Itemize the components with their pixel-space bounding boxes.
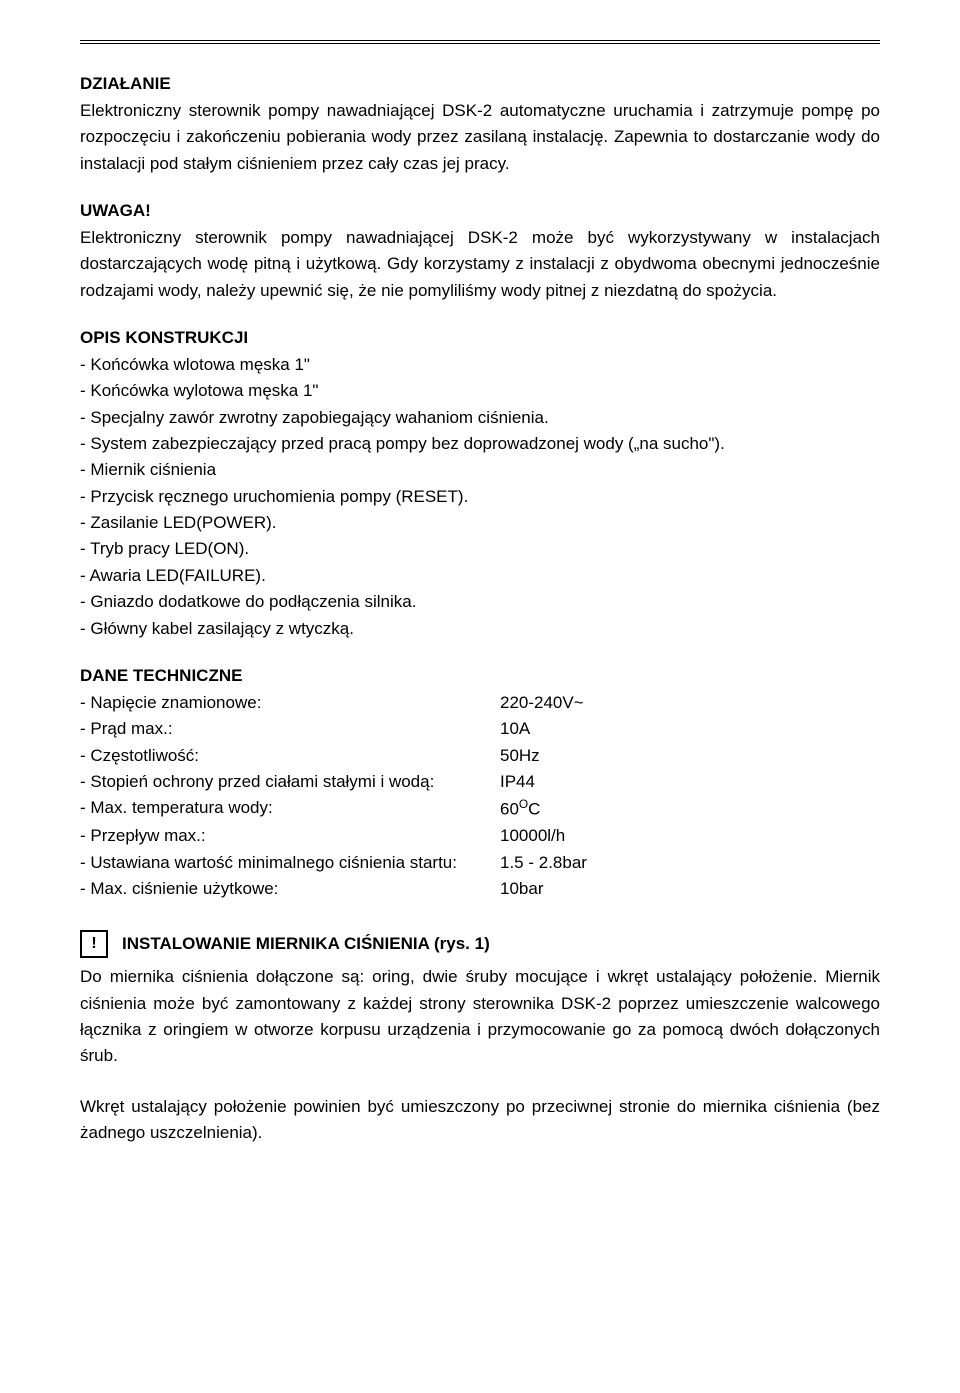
spec-label: - Prąd max.: xyxy=(80,716,500,742)
spec-value: 10bar xyxy=(500,876,880,902)
spec-value: 220-240V~ xyxy=(500,690,880,716)
section-heading-opis: OPIS KONSTRUKCJI xyxy=(80,328,880,348)
top-horizontal-rule xyxy=(80,40,880,44)
section-paragraph-dzialanie: Elektroniczny sterownik pompy nawadniają… xyxy=(80,98,880,177)
spec-label: - Częstotliwość: xyxy=(80,743,500,769)
construction-list: - Końcówka wlotowa męska 1" - Końcówka w… xyxy=(80,352,880,642)
spec-row: - Max. temperatura wody: 60OC xyxy=(80,795,880,823)
list-item: - Przycisk ręcznego uruchomienia pompy (… xyxy=(80,484,880,510)
spec-value: 10000l/h xyxy=(500,823,880,849)
spec-label: - Napięcie znamionowe: xyxy=(80,690,500,716)
list-item: - Gniazdo dodatkowe do podłączenia silni… xyxy=(80,589,880,615)
spec-row: - Przepływ max.: 10000l/h xyxy=(80,823,880,849)
spec-label: - Przepływ max.: xyxy=(80,823,500,849)
spec-row: - Napięcie znamionowe: 220-240V~ xyxy=(80,690,880,716)
section-heading-uwaga: UWAGA! xyxy=(80,201,880,221)
list-item: - Główny kabel zasilający z wtyczką. xyxy=(80,616,880,642)
list-item: - System zabezpieczający przed pracą pom… xyxy=(80,431,880,457)
install-paragraph-1: Do miernika ciśnienia dołączone są: orin… xyxy=(80,964,880,1069)
spec-value: 10A xyxy=(500,716,880,742)
spec-row: - Max. ciśnienie użytkowe: 10bar xyxy=(80,876,880,902)
spec-label: - Stopień ochrony przed ciałami stałymi … xyxy=(80,769,500,795)
spec-table: - Napięcie znamionowe: 220-240V~ - Prąd … xyxy=(80,690,880,902)
spec-label: - Max. temperatura wody: xyxy=(80,795,500,823)
spec-value: 1.5 - 2.8bar xyxy=(500,850,880,876)
spec-label: - Max. ciśnienie użytkowe: xyxy=(80,876,500,902)
warning-icon-glyph: ! xyxy=(91,935,96,953)
list-item: - Specjalny zawór zwrotny zapobiegający … xyxy=(80,405,880,431)
document-page: DZIAŁANIE Elektroniczny sterownik pompy … xyxy=(0,0,960,1206)
section-heading-install: INSTALOWANIE MIERNIKA CIŚNIENIA (rys. 1) xyxy=(122,934,490,954)
spec-value: IP44 xyxy=(500,769,880,795)
spec-value: 50Hz xyxy=(500,743,880,769)
install-heading-row: ! INSTALOWANIE MIERNIKA CIŚNIENIA (rys. … xyxy=(80,930,880,958)
section-paragraph-uwaga: Elektroniczny sterownik pompy nawadniają… xyxy=(80,225,880,304)
list-item: - Końcówka wylotowa męska 1" xyxy=(80,378,880,404)
spec-row: - Częstotliwość: 50Hz xyxy=(80,743,880,769)
spec-row: - Stopień ochrony przed ciałami stałymi … xyxy=(80,769,880,795)
section-heading-dzialanie: DZIAŁANIE xyxy=(80,74,880,94)
list-item: - Zasilanie LED(POWER). xyxy=(80,510,880,536)
spec-label: - Ustawiana wartość minimalnego ciśnieni… xyxy=(80,850,500,876)
spec-value: 60OC xyxy=(500,795,880,823)
list-item: - Awaria LED(FAILURE). xyxy=(80,563,880,589)
spec-row: - Prąd max.: 10A xyxy=(80,716,880,742)
warning-icon: ! xyxy=(80,930,108,958)
list-item: - Końcówka wlotowa męska 1" xyxy=(80,352,880,378)
list-item: - Tryb pracy LED(ON). xyxy=(80,536,880,562)
section-heading-dane: DANE TECHNICZNE xyxy=(80,666,880,686)
install-paragraph-2: Wkręt ustalający położenie powinien być … xyxy=(80,1094,880,1147)
spec-row: - Ustawiana wartość minimalnego ciśnieni… xyxy=(80,850,880,876)
list-item: - Miernik ciśnienia xyxy=(80,457,880,483)
